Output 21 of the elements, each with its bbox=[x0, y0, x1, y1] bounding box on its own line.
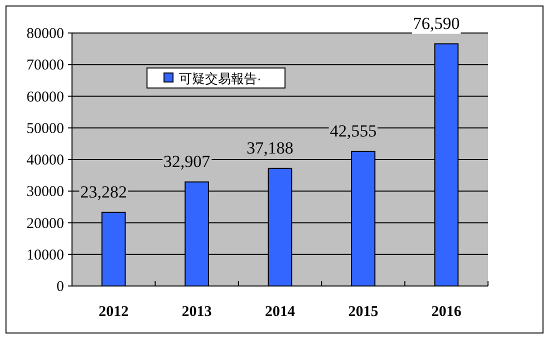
x-tick-label: 2014 bbox=[265, 304, 296, 320]
legend-label: 可疑交易報告· bbox=[179, 71, 262, 86]
y-tick-label: 70000 bbox=[26, 58, 64, 74]
x-tick-label: 2013 bbox=[182, 304, 212, 320]
data-label: 37,188 bbox=[246, 138, 294, 158]
x-tick-label: 2016 bbox=[431, 304, 462, 320]
y-tick-label: 30000 bbox=[26, 184, 64, 200]
y-tick-label: 40000 bbox=[26, 152, 64, 168]
x-tick-label: 2012 bbox=[98, 304, 129, 320]
data-label: 76,590 bbox=[413, 14, 460, 33]
y-tick-label: 0 bbox=[56, 279, 64, 295]
y-tick-label: 50000 bbox=[26, 120, 64, 137]
y-tick-label: 10000 bbox=[26, 247, 64, 264]
y-tick-label: 80000 bbox=[26, 26, 64, 42]
y-tick-label: 20000 bbox=[26, 216, 64, 232]
data-label: 42,555 bbox=[330, 121, 377, 140]
data-label: 32,907 bbox=[163, 152, 211, 171]
y-tick-label: 60000 bbox=[26, 89, 64, 106]
legend: 可疑交易報告· bbox=[146, 68, 286, 88]
x-tick-label: 2015 bbox=[348, 304, 378, 320]
data-label: 23,282 bbox=[80, 182, 127, 202]
